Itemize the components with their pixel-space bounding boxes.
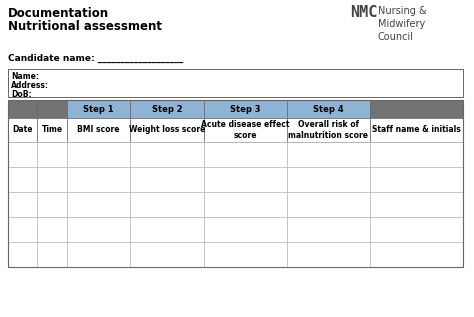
Text: Nursing &
Midwifery
Council: Nursing & Midwifery Council — [378, 6, 427, 42]
Text: Name:: Name: — [11, 72, 39, 81]
Bar — [130, 192, 204, 217]
Bar — [130, 217, 204, 242]
Text: Nutritional assessment: Nutritional assessment — [8, 20, 162, 33]
Bar — [37, 192, 67, 217]
Bar — [204, 242, 287, 267]
Text: Date: Date — [12, 126, 33, 134]
Text: Address:: Address: — [11, 81, 49, 90]
Bar — [287, 142, 370, 167]
Bar — [8, 192, 37, 217]
Bar — [8, 69, 463, 97]
Text: DoB:: DoB: — [11, 90, 32, 99]
Text: Time: Time — [41, 126, 63, 134]
Bar — [8, 142, 37, 167]
Text: Step 3: Step 3 — [230, 105, 261, 113]
Bar — [204, 167, 287, 192]
Bar — [204, 118, 287, 142]
Bar — [287, 242, 370, 267]
Bar — [37, 242, 67, 267]
Bar — [204, 192, 287, 217]
Bar — [67, 142, 130, 167]
Text: NMC: NMC — [350, 5, 377, 20]
Bar — [37, 167, 67, 192]
Bar — [287, 217, 370, 242]
Bar — [287, 100, 370, 118]
Bar — [37, 217, 67, 242]
Bar — [204, 217, 287, 242]
Text: BMI score: BMI score — [77, 126, 120, 134]
Bar — [67, 242, 130, 267]
Bar — [8, 100, 37, 118]
Bar — [67, 167, 130, 192]
Bar — [287, 118, 370, 142]
Text: Documentation: Documentation — [8, 7, 109, 20]
Bar — [67, 118, 130, 142]
Bar — [370, 118, 463, 142]
Bar — [130, 142, 204, 167]
Bar — [130, 100, 204, 118]
Bar — [370, 242, 463, 267]
Bar — [204, 142, 287, 167]
Bar — [370, 192, 463, 217]
Bar — [8, 100, 463, 267]
Bar — [130, 118, 204, 142]
Text: Overall risk of
malnutrition score: Overall risk of malnutrition score — [289, 120, 368, 140]
Text: Step 4: Step 4 — [313, 105, 344, 113]
Text: Acute disease effect
score: Acute disease effect score — [201, 120, 290, 140]
Bar — [8, 217, 37, 242]
Bar — [370, 217, 463, 242]
Bar — [8, 167, 37, 192]
Text: Staff name & initials: Staff name & initials — [372, 126, 461, 134]
Bar — [67, 217, 130, 242]
Bar — [37, 142, 67, 167]
Bar — [287, 192, 370, 217]
Bar — [37, 118, 67, 142]
Bar — [8, 118, 37, 142]
Bar — [130, 242, 204, 267]
Bar — [37, 100, 67, 118]
Bar — [370, 167, 463, 192]
Bar — [370, 100, 463, 118]
Text: Step 2: Step 2 — [152, 105, 182, 113]
Bar — [370, 142, 463, 167]
Bar — [287, 167, 370, 192]
Text: Weight loss score: Weight loss score — [129, 126, 205, 134]
Bar — [8, 242, 37, 267]
Text: Step 1: Step 1 — [83, 105, 114, 113]
Bar — [204, 100, 287, 118]
Bar — [130, 167, 204, 192]
Text: Candidate name: ___________________: Candidate name: ___________________ — [8, 54, 183, 63]
Bar — [67, 100, 130, 118]
Bar — [67, 192, 130, 217]
